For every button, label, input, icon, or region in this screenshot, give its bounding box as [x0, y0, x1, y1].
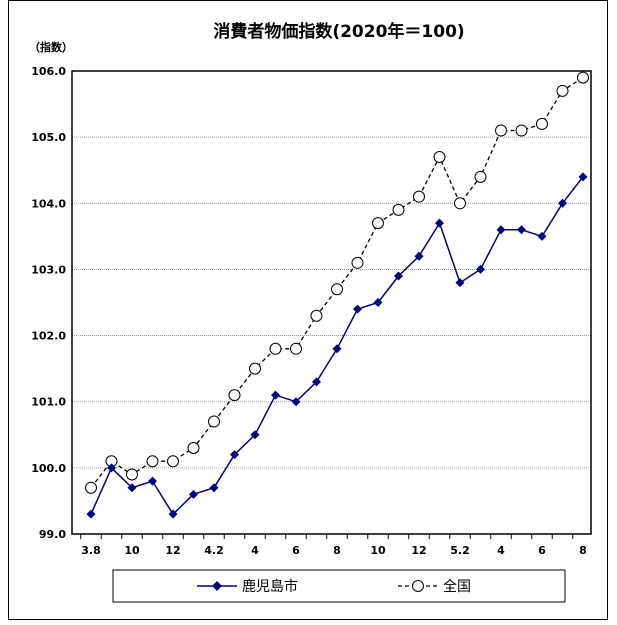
series-1-point: [148, 476, 157, 486]
series-2-point: [577, 71, 589, 84]
series-2-point: [269, 342, 282, 355]
series-2-point: [167, 455, 179, 468]
y-tick-label: 103.0: [31, 263, 66, 276]
series-2-point: [454, 197, 466, 210]
plot-area-border: [71, 70, 592, 535]
x-tick-label: 10: [370, 544, 386, 557]
series-group: [85, 71, 589, 519]
cpi-line-chart: 消費者物価指数(2020年＝100) （指数） 99.0 100.0 101.0 10…: [29, 21, 592, 603]
x-tick-label: 12: [411, 544, 426, 557]
series-2-point: [536, 117, 548, 130]
series-2-point: [85, 481, 97, 494]
series-2-point: [310, 309, 323, 322]
series-2-point: [208, 415, 220, 428]
x-tick-label: 4.2: [204, 544, 224, 557]
y-axis-ticks: 99.0 100.0 101.0 102.0 103.0 104.0 105.0 106.0: [31, 65, 66, 541]
legend-label-series-2: 全国: [443, 578, 471, 595]
series-1-point: [578, 172, 588, 182]
series-2-point: [413, 190, 425, 203]
y-tick-label: 100.0: [31, 462, 66, 475]
series-1-point: [414, 251, 424, 261]
legend-marker-series-2: [412, 580, 424, 592]
series-1-point: [168, 509, 178, 519]
x-tick-label: 3.8: [81, 544, 101, 557]
series-1-point: [517, 225, 526, 235]
x-tick-label: 4: [251, 544, 259, 557]
series-2-point: [474, 170, 487, 183]
x-tick-label: 8: [333, 544, 341, 557]
series-2-point: [331, 283, 343, 296]
y-axis-label: （指数）: [29, 40, 73, 54]
series-2-point: [187, 442, 200, 455]
series-1-point: [332, 344, 342, 354]
legend-marker-series-1: [212, 581, 222, 591]
legend: 鹿児島市 全国: [112, 569, 566, 603]
series-1-point: [455, 278, 465, 288]
series-1-point: [189, 489, 198, 499]
y-tick-label: 101.0: [31, 396, 66, 409]
x-tick-label: 4: [497, 544, 505, 557]
legend-box: [112, 569, 566, 603]
series-2-point: [372, 217, 384, 230]
series-2-point: [228, 389, 241, 402]
y-tick-label: 106.0: [31, 65, 66, 78]
x-tick-label: 8: [579, 544, 587, 557]
series-1-point: [312, 377, 321, 387]
series-1-point: [107, 463, 116, 473]
x-tick-label: 6: [538, 544, 546, 557]
series-1-point: [86, 509, 96, 519]
series-2-point: [126, 468, 138, 481]
series-1-point: [435, 218, 444, 228]
series-2-point: [515, 124, 528, 137]
series-2-point: [146, 455, 159, 468]
x-tick-label: 6: [292, 544, 300, 557]
series-1-point: [291, 397, 301, 407]
chart-frame: 消費者物価指数(2020年＝100) （指数） 99.0 100.0 101.0 10…: [8, 0, 608, 620]
series-1-point: [209, 483, 219, 493]
y-tick-label: 99.0: [39, 528, 66, 541]
y-tick-label: 104.0: [31, 197, 66, 210]
series-1-point: [476, 264, 485, 274]
x-tick-label: 5.2: [450, 544, 470, 557]
legend-label-series-1: 鹿児島市: [242, 578, 298, 595]
y-tick-label: 102.0: [31, 330, 66, 343]
series-2-point: [249, 362, 261, 375]
series-1-point: [373, 298, 383, 307]
series-2-point: [495, 124, 507, 137]
series-1-point: [271, 390, 280, 400]
series-1-point: [394, 271, 403, 281]
y-tick-label: 105.0: [31, 131, 66, 144]
series-line-2: [90, 77, 584, 489]
x-tick-label: 12: [165, 544, 180, 557]
series-2-point: [392, 203, 405, 216]
chart-title: 消費者物価指数(2020年＝100): [213, 21, 464, 42]
series-1-point: [230, 450, 239, 460]
series-2-point: [433, 150, 446, 163]
series-1-point: [537, 231, 547, 241]
series-1-point: [496, 225, 506, 235]
series-2-point: [290, 342, 302, 355]
series-1-point: [353, 304, 362, 314]
series-1-point: [127, 483, 137, 493]
grid-lines: [72, 136, 591, 469]
series-1-point: [250, 430, 260, 440]
series-2-point: [351, 256, 364, 269]
series-1-point: [558, 198, 567, 208]
series-2-point: [556, 84, 569, 97]
x-axis-ticks: 3.8 10 12 4.2 4 6 8 10 12 5.2 4 6 8: [80, 534, 587, 557]
x-tick-label: 10: [124, 544, 140, 557]
